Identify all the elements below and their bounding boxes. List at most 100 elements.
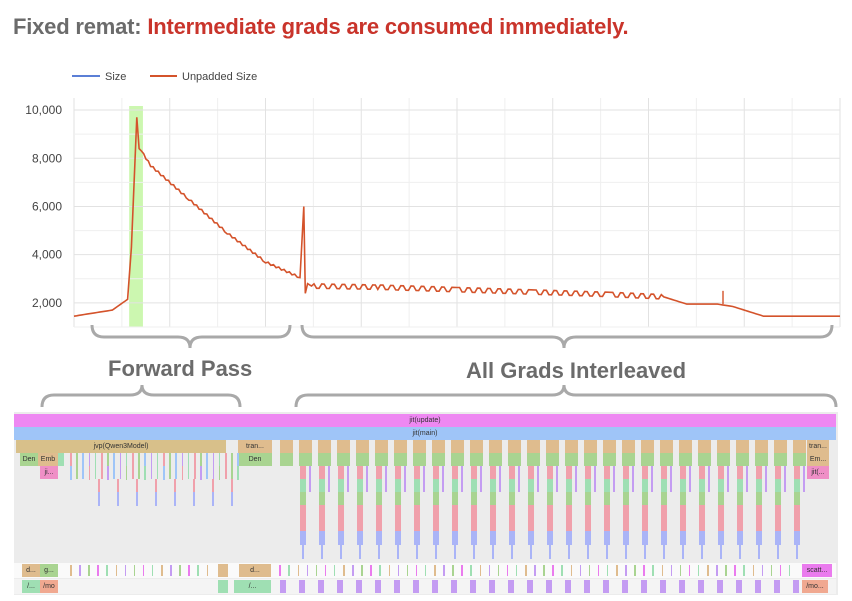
backward-tick[interactable] — [537, 466, 539, 492]
bottom-tick[interactable] — [606, 565, 609, 576]
band-jit-right[interactable] — [807, 466, 829, 479]
backward-green-2[interactable] — [300, 492, 306, 505]
bottom-tick[interactable] — [142, 565, 145, 576]
backward-green-2[interactable] — [338, 492, 344, 505]
backward-mint[interactable] — [433, 479, 439, 492]
backward-mint[interactable] — [718, 479, 724, 492]
backward-mint[interactable] — [357, 479, 363, 492]
bottom-tick[interactable] — [188, 565, 190, 576]
backward-green-2[interactable] — [376, 492, 382, 505]
backward-tick[interactable] — [366, 466, 368, 492]
bottom-tick[interactable] — [679, 565, 682, 576]
track-tran-right[interactable]: tran... — [807, 440, 829, 453]
legend-size-label[interactable]: Size — [105, 71, 126, 83]
backward-green-2[interactable] — [414, 492, 420, 505]
bottom-block-2[interactable] — [218, 580, 228, 593]
backward-blue-stem[interactable] — [359, 545, 361, 559]
bottom-tick[interactable] — [661, 565, 663, 576]
bottom-tick[interactable] — [788, 565, 791, 576]
backward-blue-stem[interactable] — [530, 545, 532, 559]
bottom-tick[interactable] — [525, 565, 527, 576]
bottom-purple[interactable] — [698, 580, 704, 593]
bottom-purple[interactable] — [280, 580, 286, 593]
bottom-tick[interactable] — [634, 565, 636, 576]
backward-tran[interactable] — [584, 440, 597, 453]
track-jit-main[interactable]: jit(main) — [14, 427, 836, 440]
forward-tick-3[interactable] — [174, 479, 176, 493]
backward-green-2[interactable] — [319, 492, 325, 505]
backward-blue[interactable] — [585, 531, 591, 545]
bottom-purple[interactable] — [793, 580, 799, 593]
bottom-tick[interactable] — [206, 565, 208, 576]
bottom-purple[interactable] — [527, 580, 533, 593]
backward-tran[interactable] — [280, 440, 293, 453]
forward-tick-2[interactable] — [144, 466, 146, 480]
forward-tick-4[interactable] — [136, 492, 138, 506]
backward-green[interactable] — [527, 453, 540, 466]
bottom-tick[interactable] — [543, 565, 545, 576]
backward-blue-stem[interactable] — [454, 545, 456, 559]
bottom-purple[interactable] — [299, 580, 305, 593]
forward-tick-3[interactable] — [212, 479, 214, 493]
backward-pink-top[interactable] — [528, 466, 534, 479]
band-small[interactable] — [58, 453, 64, 466]
bottom-tick[interactable] — [725, 565, 727, 576]
bottom-tick[interactable] — [70, 565, 72, 576]
backward-pink-top[interactable] — [794, 466, 800, 479]
bottom-tick[interactable] — [97, 565, 99, 576]
backward-green[interactable] — [679, 453, 692, 466]
backward-green-2[interactable] — [737, 492, 743, 505]
bottom-tick[interactable] — [388, 565, 390, 576]
backward-pink[interactable] — [699, 505, 705, 531]
bottom-tick[interactable] — [452, 565, 454, 576]
bottom-purple[interactable] — [641, 580, 647, 593]
backward-green-2[interactable] — [452, 492, 458, 505]
backward-pink[interactable] — [376, 505, 382, 531]
backward-pink-top[interactable] — [509, 466, 515, 479]
forward-tick-4[interactable] — [155, 492, 157, 506]
backward-mint[interactable] — [661, 479, 667, 492]
forward-tick[interactable] — [187, 453, 190, 479]
backward-green[interactable] — [698, 453, 711, 466]
backward-pink[interactable] — [775, 505, 781, 531]
backward-green-2[interactable] — [566, 492, 572, 505]
backward-tran[interactable] — [375, 440, 388, 453]
forward-tick-4[interactable] — [212, 492, 214, 506]
backward-blue-stem[interactable] — [473, 545, 475, 559]
backward-tran[interactable] — [470, 440, 483, 453]
backward-pink[interactable] — [357, 505, 363, 531]
backward-tick[interactable] — [803, 466, 805, 492]
backward-green[interactable] — [755, 453, 768, 466]
bottom-tick[interactable] — [352, 565, 354, 576]
backward-mint[interactable] — [680, 479, 686, 492]
backward-mint[interactable] — [452, 479, 458, 492]
bottom-purple[interactable] — [755, 580, 761, 593]
track-d1[interactable]: d... — [22, 564, 40, 577]
forward-tick[interactable] — [225, 453, 227, 479]
bottom-purple[interactable] — [546, 580, 552, 593]
track-jit-right[interactable]: jit(... — [807, 466, 829, 479]
backward-pink-top[interactable] — [433, 466, 439, 479]
bottom-tick[interactable] — [179, 565, 181, 576]
backward-pink[interactable] — [509, 505, 515, 531]
backward-green-2[interactable] — [509, 492, 515, 505]
backward-green-2[interactable] — [794, 492, 800, 505]
forward-tick[interactable] — [206, 453, 208, 479]
backward-pink-top[interactable] — [699, 466, 705, 479]
backward-blue-stem[interactable] — [302, 545, 304, 559]
backward-green[interactable] — [337, 453, 350, 466]
backward-mint[interactable] — [528, 479, 534, 492]
band-den[interactable] — [20, 453, 38, 466]
backward-blue[interactable] — [718, 531, 724, 545]
backward-blue-stem[interactable] — [796, 545, 798, 559]
backward-tick[interactable] — [708, 466, 710, 492]
bottom-tick[interactable] — [115, 565, 117, 576]
forward-tick[interactable] — [194, 453, 196, 479]
backward-blue[interactable] — [756, 531, 762, 545]
backward-blue-stem[interactable] — [777, 545, 779, 559]
bottom-tick[interactable] — [343, 565, 345, 576]
bottom-tick[interactable] — [670, 565, 673, 576]
backward-blue[interactable] — [775, 531, 781, 545]
forward-tick-3[interactable] — [231, 479, 233, 493]
backward-green-2[interactable] — [623, 492, 629, 505]
